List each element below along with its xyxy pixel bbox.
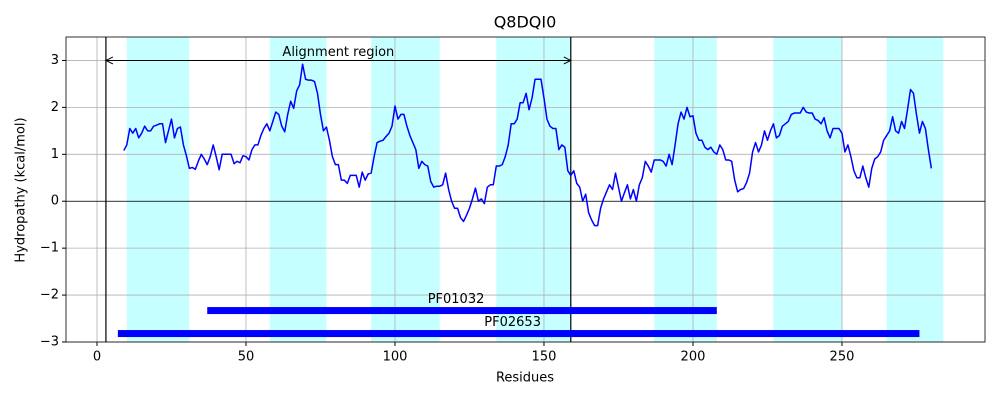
x-tick-label: 200 (681, 350, 706, 365)
x-tick-label: 150 (532, 350, 557, 365)
y-tick-label: 2 (51, 100, 59, 115)
region (496, 37, 571, 342)
domain-bar (117, 330, 920, 338)
x-tick-label: 50 (238, 350, 255, 365)
x-tick-label: 100 (383, 350, 408, 365)
plot-frame (65, 36, 986, 343)
region (886, 37, 944, 342)
y-tick-label: −1 (40, 241, 59, 256)
x-tick-label: 250 (830, 350, 855, 365)
region (126, 37, 190, 342)
arrow-head (563, 56, 572, 65)
y-tick-label: −2 (40, 288, 59, 303)
region (654, 37, 717, 342)
region (773, 37, 842, 342)
domain-label: PF02653 (484, 315, 541, 330)
y-tick-label: 1 (51, 147, 59, 162)
x-tick-label: 0 (93, 350, 101, 365)
y-tick-label: 0 (51, 194, 59, 209)
domain-label: PF01032 (428, 292, 485, 307)
y-axis-label: Hydropathy (kcal/mol) (14, 117, 29, 262)
y-tick-label: 3 (51, 53, 59, 68)
annotation-label: Alignment region (282, 45, 394, 60)
arrow-head (104, 56, 114, 65)
hydropathy-line (123, 63, 933, 227)
region (269, 37, 327, 342)
x-axis-label: Residues (496, 371, 554, 386)
y-tick-label: −3 (40, 335, 59, 350)
region (371, 37, 440, 342)
chart-title: Q8DQI0 (494, 13, 557, 32)
domain-bar (207, 307, 717, 315)
